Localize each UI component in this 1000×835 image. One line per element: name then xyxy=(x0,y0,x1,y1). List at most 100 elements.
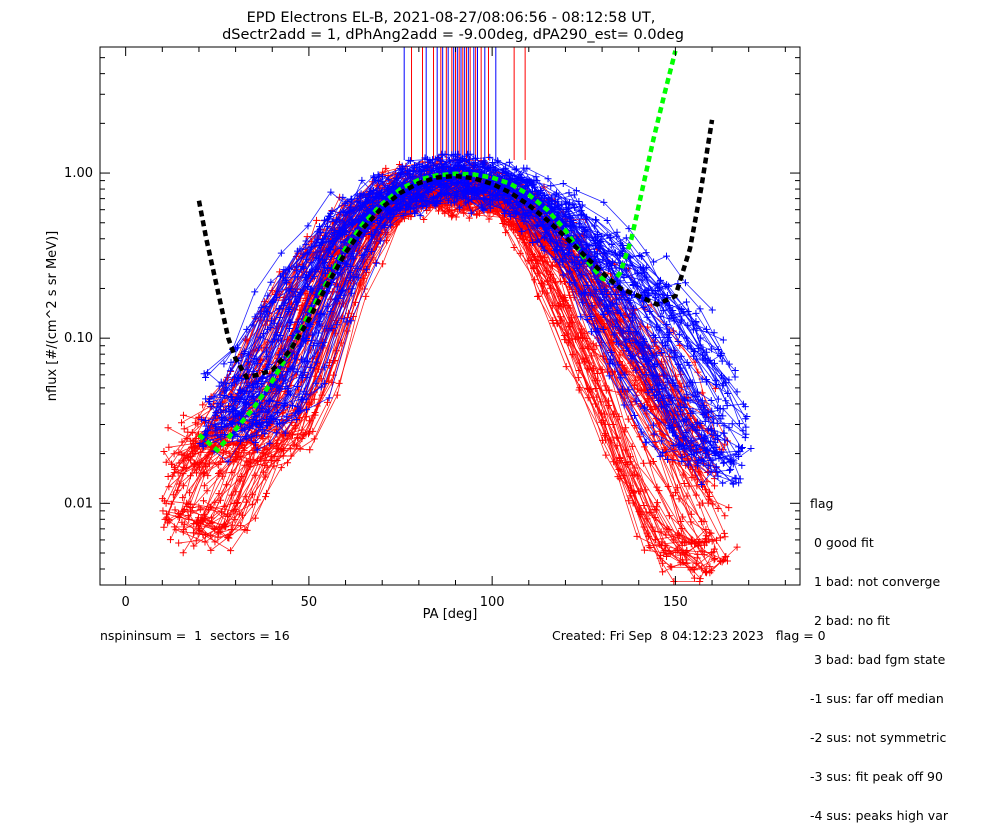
data-point xyxy=(548,261,556,269)
data-point xyxy=(581,330,589,338)
data-point xyxy=(731,373,739,381)
data-point xyxy=(195,463,203,471)
data-point xyxy=(306,446,314,454)
data-point xyxy=(682,298,690,306)
y-tick-label: 0.10 xyxy=(64,331,93,346)
data-point xyxy=(703,568,711,576)
legend: flag 0 good fit 1 bad: not converge 2 ba… xyxy=(810,471,995,835)
data-point xyxy=(579,344,587,352)
data-point xyxy=(237,453,245,461)
data-point xyxy=(674,534,682,542)
data-point xyxy=(640,459,648,467)
data-point xyxy=(666,563,674,571)
data-point xyxy=(180,425,188,433)
data-point xyxy=(184,428,192,436)
x-tick-label: 50 xyxy=(301,595,318,610)
data-point xyxy=(260,450,268,458)
data-point xyxy=(296,306,304,314)
data-point xyxy=(179,549,187,557)
data-point xyxy=(263,373,271,381)
data-point xyxy=(561,296,569,304)
data-point xyxy=(343,260,351,268)
data-point xyxy=(721,512,729,520)
data-point xyxy=(646,459,654,467)
data-point xyxy=(180,526,188,534)
data-point xyxy=(485,215,493,223)
data-point xyxy=(657,528,665,536)
data-point xyxy=(704,499,712,507)
data-point xyxy=(689,407,697,415)
data-point xyxy=(188,447,196,455)
data-point xyxy=(636,433,644,441)
data-point xyxy=(665,526,673,534)
data-point xyxy=(720,458,728,466)
data-point xyxy=(679,513,687,521)
data-point xyxy=(264,292,272,300)
data-point xyxy=(549,319,557,327)
data-point xyxy=(655,487,663,495)
data-point xyxy=(524,257,532,265)
data-point xyxy=(183,434,191,442)
data-point xyxy=(184,512,192,520)
data-point xyxy=(556,302,564,310)
data-point xyxy=(195,503,203,511)
data-point xyxy=(624,415,632,423)
data-point xyxy=(165,443,173,451)
data-point xyxy=(162,458,170,466)
plot-data xyxy=(158,47,755,586)
data-point xyxy=(560,301,568,309)
data-point xyxy=(747,445,755,453)
data-point xyxy=(696,578,704,586)
data-point xyxy=(593,393,601,401)
data-point xyxy=(722,552,730,560)
data-point xyxy=(694,550,702,558)
data-point xyxy=(277,464,285,472)
data-point xyxy=(603,216,611,224)
data-point xyxy=(687,510,695,518)
data-point xyxy=(707,396,715,404)
data-point xyxy=(677,559,685,567)
data-point xyxy=(537,279,545,287)
data-point xyxy=(711,359,719,367)
chart-subtitle: dSectr2add = 1, dPhAng2add = -9.00deg, d… xyxy=(222,27,684,43)
data-point xyxy=(159,507,167,515)
data-point xyxy=(534,293,542,300)
data-point xyxy=(584,384,592,392)
data-point xyxy=(723,402,731,410)
data-point xyxy=(215,460,223,468)
data-point xyxy=(197,448,205,456)
data-point xyxy=(653,499,661,507)
data-point xyxy=(187,453,195,461)
data-point xyxy=(654,420,662,428)
data-point xyxy=(564,330,572,338)
data-point xyxy=(207,546,215,554)
legend-item: -4 sus: peaks high var xyxy=(810,808,949,823)
data-point xyxy=(696,575,704,583)
data-point xyxy=(166,536,174,544)
data-point xyxy=(742,423,750,431)
data-point xyxy=(287,452,295,460)
data-point xyxy=(194,420,202,428)
trace-line xyxy=(207,182,724,464)
data-point xyxy=(714,395,722,403)
data-point xyxy=(448,213,456,221)
data-point xyxy=(584,394,592,402)
data-point xyxy=(541,241,549,249)
data-point xyxy=(602,451,610,459)
data-point xyxy=(193,469,201,477)
y-tick-label: 0.01 xyxy=(64,496,93,511)
data-point xyxy=(659,568,667,576)
data-point xyxy=(178,507,186,515)
data-point xyxy=(185,489,193,497)
data-point xyxy=(199,497,207,505)
data-point xyxy=(175,480,183,488)
data-point xyxy=(633,385,641,393)
data-point xyxy=(465,214,473,222)
data-point xyxy=(694,539,702,547)
data-point xyxy=(227,547,235,555)
data-point xyxy=(600,311,608,319)
data-point xyxy=(190,542,198,550)
data-point xyxy=(179,470,187,478)
data-point xyxy=(275,446,283,454)
data-point xyxy=(696,305,704,313)
